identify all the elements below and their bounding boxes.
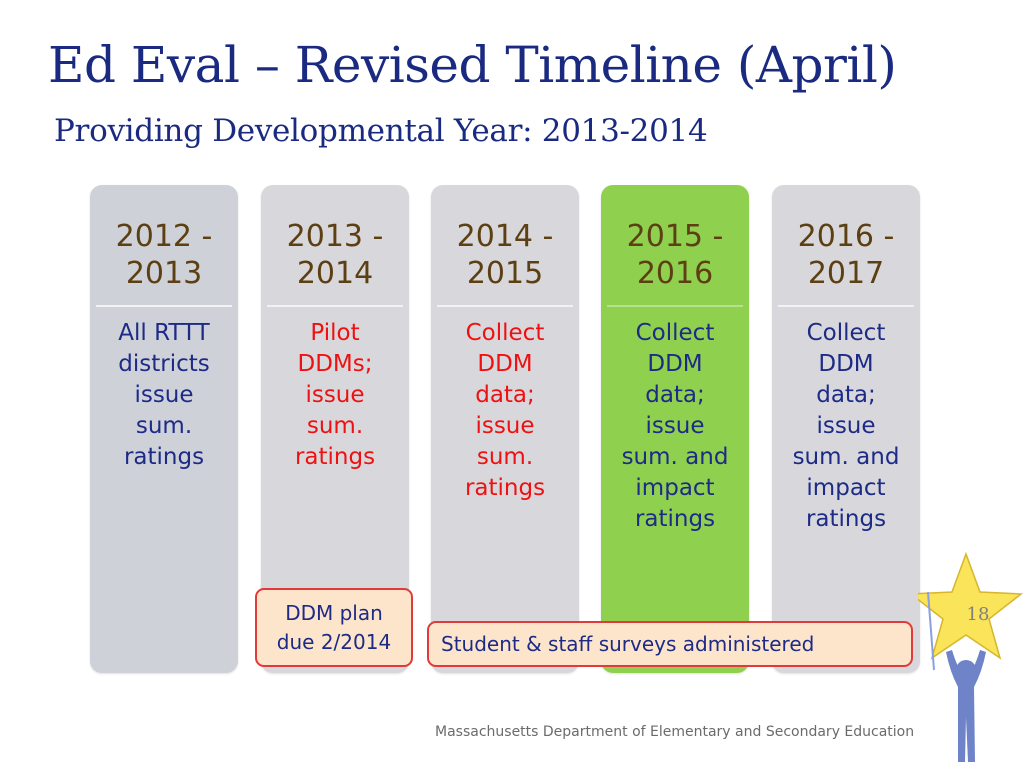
ddm-plan-callout: DDM plan due 2/2014 xyxy=(255,588,413,667)
timeline-column-2015-2016: 2015 - 2016 Collect DDM data; issue sum.… xyxy=(601,185,749,673)
column-divider xyxy=(96,305,232,307)
timeline-column-2012-2013: 2012 - 2013 All RTTT districts issue sum… xyxy=(90,185,238,673)
slide-title: Ed Eval – Revised Timeline (April) xyxy=(48,36,897,94)
column-divider xyxy=(778,305,914,307)
surveys-callout: Student & staff surveys administered xyxy=(427,621,913,667)
column-description: Collect DDM data; issue sum. and impact … xyxy=(621,320,729,532)
column-divider xyxy=(267,305,403,307)
footer-text: Massachusetts Department of Elementary a… xyxy=(435,724,915,740)
column-year: 2015 - 2016 xyxy=(626,219,724,291)
column-year: 2016 - 2017 xyxy=(797,219,895,291)
person-holding-star-icon xyxy=(918,552,1024,762)
column-divider xyxy=(437,305,573,307)
column-description: Collect DDM data; issue sum. ratings xyxy=(464,320,546,501)
timeline-column-2016-2017: 2016 - 2017 Collect DDM data; issue sum.… xyxy=(772,185,920,673)
timeline-column-2014-2015: 2014 - 2015 Collect DDM data; issue sum.… xyxy=(431,185,579,673)
column-year: 2012 - 2013 xyxy=(115,219,213,291)
column-description: Pilot DDMs; issue sum. ratings xyxy=(294,320,376,470)
slide-subtitle: Providing Developmental Year: 2013-2014 xyxy=(54,113,708,149)
column-year: 2014 - 2015 xyxy=(456,219,554,291)
column-divider xyxy=(607,305,743,307)
column-description: All RTTT districts issue sum. ratings xyxy=(118,320,210,470)
column-description: Collect DDM data; issue sum. and impact … xyxy=(792,320,900,532)
column-year: 2013 - 2014 xyxy=(286,219,384,291)
page-number: 18 xyxy=(966,604,990,625)
